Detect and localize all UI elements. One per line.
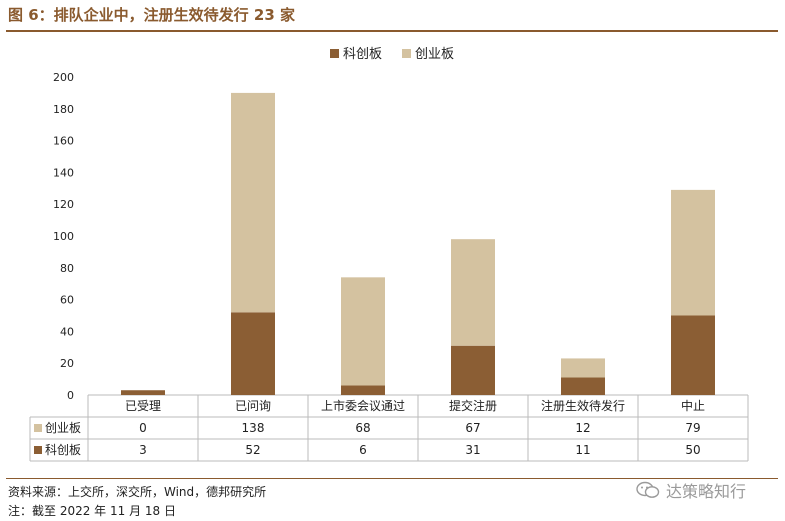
category-label: 注册生效待发行 [541, 398, 625, 413]
category-label: 上市委会议通过 [321, 398, 405, 413]
table-row-swatch [34, 446, 42, 454]
category-label: 中止 [681, 398, 705, 413]
table-row-name: 科创板 [45, 443, 81, 457]
bar-1-5 [671, 189, 715, 316]
bar-1-2 [341, 277, 385, 386]
table-row-swatch [34, 424, 42, 432]
bar-1-4 [561, 358, 605, 378]
table-cell: 50 [685, 443, 700, 457]
category-label: 已受理 [125, 399, 161, 413]
table-cell: 68 [355, 421, 370, 435]
y-tick-label: 100 [53, 230, 74, 243]
table-row-name: 创业板 [45, 421, 81, 435]
table-cell: 52 [245, 443, 260, 457]
y-tick-label: 200 [53, 71, 74, 84]
table-cell: 12 [575, 421, 590, 435]
bar-1-1 [231, 92, 275, 313]
y-tick-label: 60 [60, 294, 74, 307]
bar-0-3 [451, 345, 495, 395]
wechat-icon [636, 481, 660, 498]
footer-divider [6, 478, 778, 479]
y-tick-label: 0 [67, 389, 74, 402]
table-cell: 31 [465, 443, 480, 457]
date-note: 注：截至 2022 年 11 月 18 日 [8, 504, 176, 518]
y-tick-label: 160 [53, 135, 74, 148]
y-tick-label: 120 [53, 198, 74, 211]
bar-1-3 [451, 239, 495, 346]
category-label: 已问询 [235, 399, 271, 413]
watermark-text: 达策略知行 [666, 482, 747, 501]
title-divider [6, 30, 778, 32]
legend-swatch-1 [402, 49, 411, 58]
legend-swatch-0 [330, 49, 339, 58]
bar-0-1 [231, 312, 275, 395]
watermark: 达策略知行 [636, 478, 746, 502]
table-cell: 3 [139, 443, 147, 457]
y-tick-label: 80 [60, 262, 74, 275]
y-tick-label: 180 [53, 103, 74, 116]
bar-0-2 [341, 385, 385, 395]
y-tick-label: 40 [60, 325, 74, 338]
chart-title: 图 6：排队企业中，注册生效待发行 23 家 [8, 6, 295, 24]
bar-0-4 [561, 377, 605, 395]
table-cell: 0 [139, 421, 147, 435]
bar-0-5 [671, 315, 715, 395]
legend-label-1: 创业板 [415, 47, 454, 62]
legend-label-0: 科创板 [343, 47, 382, 62]
y-tick-label: 20 [60, 357, 74, 370]
table-cell: 6 [359, 443, 367, 457]
table-cell: 67 [465, 421, 480, 435]
category-label: 提交注册 [449, 398, 497, 413]
table-cell: 138 [242, 421, 265, 435]
table-cell: 11 [575, 443, 590, 457]
y-tick-label: 140 [53, 166, 74, 179]
stacked-bar-chart: 科创板 创业板020406080100120140160180200已受理 已问询上… [29, 47, 749, 462]
bar-0-0 [121, 390, 165, 395]
source-note: 资料来源：上交所，深交所，Wind，德邦研究所 [8, 485, 267, 499]
table-cell: 79 [685, 421, 700, 435]
